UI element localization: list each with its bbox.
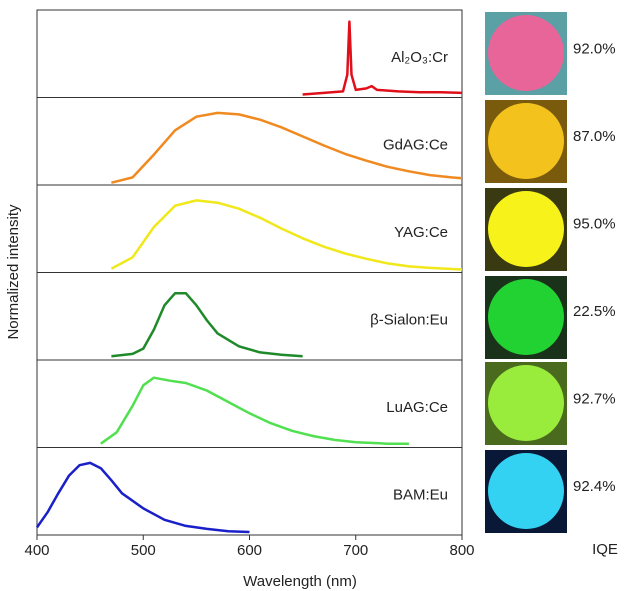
iqe-value: 22.5%	[573, 303, 616, 320]
photo-disc	[488, 191, 564, 267]
iqe-label: IQE	[592, 541, 618, 558]
photo-disc	[488, 15, 564, 91]
series-label: Al₂O₃:Cr	[391, 49, 448, 66]
iqe-value: 92.4%	[573, 478, 616, 495]
iqe-value: 95.0%	[573, 215, 616, 232]
chart: Wavelength (nm) Normalized intensity IQE…	[0, 0, 629, 591]
x-tick-label: 600	[237, 542, 262, 559]
x-tick-label: 700	[343, 542, 368, 559]
iqe-value: 92.7%	[573, 390, 616, 407]
photo-disc	[488, 453, 564, 529]
iqe-value: 87.0%	[573, 128, 616, 145]
series-label: GdAG:Ce	[383, 137, 448, 154]
iqe-value: 92.0%	[573, 40, 616, 57]
series-label: LuAG:Ce	[386, 399, 448, 416]
spectrum-line	[101, 378, 409, 444]
photo-disc	[488, 103, 564, 179]
x-tick-label: 500	[131, 542, 156, 559]
x-axis-label: Wavelength (nm)	[243, 573, 357, 590]
photo-disc	[488, 365, 564, 441]
series-label: YAG:Ce	[394, 224, 448, 241]
series-label: β-Sialon:Eu	[370, 312, 448, 329]
x-tick-label: 400	[24, 542, 49, 559]
photo-disc	[488, 279, 564, 355]
x-tick-label: 800	[449, 542, 474, 559]
spectrum-line	[37, 463, 250, 532]
y-axis-label: Normalized intensity	[5, 204, 22, 340]
series-label: BAM:Eu	[393, 487, 448, 504]
sample-photos	[485, 12, 567, 533]
spectrum-line	[111, 293, 302, 356]
